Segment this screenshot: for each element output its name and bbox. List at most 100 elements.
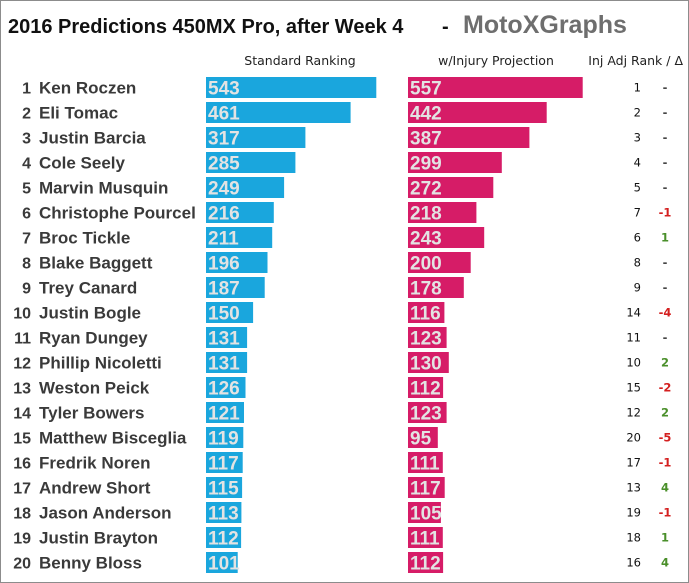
- rank-delta: -: [663, 281, 668, 295]
- rank-number: 8: [22, 256, 31, 273]
- rider-name: Matthew Bisceglia: [39, 429, 187, 448]
- rider-name: Trey Canard: [39, 279, 137, 298]
- injury-projection-value: 442: [410, 104, 442, 125]
- rank-number: 16: [13, 456, 31, 473]
- inj-adj-rank: 18: [626, 531, 641, 545]
- injury-projection-value: 112: [410, 379, 441, 400]
- rider-name: Blake Baggett: [39, 254, 153, 273]
- injury-projection-bar: [408, 402, 447, 423]
- standard-ranking-bar: [206, 277, 265, 298]
- rank-delta: 2: [661, 356, 669, 370]
- injury-projection-value: 557: [410, 79, 442, 100]
- title-separator: -: [442, 16, 449, 38]
- inj-adj-rank: 11: [626, 331, 641, 345]
- rider-name: Benny Bloss: [39, 554, 142, 573]
- rank-delta: 2: [661, 406, 669, 420]
- rank-delta: -: [663, 106, 668, 120]
- rank-number: 10: [13, 306, 31, 323]
- rank-number: 7: [22, 231, 31, 248]
- injury-projection-value: 387: [410, 129, 442, 150]
- standard-ranking-bar: [206, 552, 238, 573]
- rank-delta: 1: [661, 531, 669, 545]
- rider-name: Jason Anderson: [39, 504, 172, 523]
- injury-projection-value: 272: [410, 179, 442, 200]
- injury-projection-value: 117: [410, 479, 441, 500]
- injury-projection-value: 200: [410, 254, 442, 275]
- standard-ranking-value: 285: [208, 154, 240, 175]
- standard-ranking-value: 187: [208, 279, 240, 300]
- rank-delta: -: [663, 181, 668, 195]
- rank-number: 3: [22, 131, 31, 148]
- injury-projection-bar: [408, 427, 438, 448]
- injury-projection-bar: [408, 252, 471, 273]
- rider-name: Justin Bogle: [39, 304, 141, 323]
- standard-ranking-value: 131: [208, 354, 240, 375]
- standard-ranking-value: 101: [208, 554, 240, 575]
- injury-projection-bar: [408, 227, 485, 248]
- rider-name: Eli Tomac: [39, 104, 118, 123]
- rider-name: Marvin Musquin: [39, 179, 168, 198]
- standard-ranking-value: 216: [208, 204, 240, 225]
- inj-adj-rank: 1: [634, 81, 641, 95]
- standard-ranking-bar: [206, 77, 377, 98]
- standard-ranking-value: 211: [208, 229, 239, 250]
- standard-ranking-value: 249: [208, 179, 240, 200]
- injury-projection-value: 95: [410, 429, 432, 450]
- injury-projection-bar: [408, 202, 477, 223]
- chart-rows: 1 Ken Roczen 543 557 1 -2 Eli Tomac 461 442 2 -3 Ju…: [13, 77, 671, 575]
- standard-ranking-value: 150: [208, 304, 240, 325]
- column-header-inj-adj-rank: Inj Adj Rank / Δ: [588, 53, 683, 68]
- inj-adj-rank: 12: [626, 406, 641, 420]
- standard-ranking-value: 121: [208, 404, 240, 425]
- standard-ranking-bar: [206, 502, 242, 523]
- standard-ranking-value: 196: [208, 254, 240, 275]
- standard-ranking-value: 115: [208, 479, 239, 500]
- rank-number: 2: [22, 106, 31, 123]
- rank-delta: -1: [659, 456, 672, 470]
- rank-delta: -: [663, 131, 668, 145]
- rank-number: 9: [22, 281, 31, 298]
- injury-projection-value: 112: [410, 554, 441, 575]
- rank-delta: 4: [661, 556, 669, 570]
- injury-projection-bar: [408, 127, 530, 148]
- standard-ranking-value: 113: [208, 504, 239, 525]
- injury-projection-value: 218: [410, 204, 442, 225]
- rank-delta: -: [663, 331, 668, 345]
- rank-number: 11: [14, 331, 31, 348]
- injury-projection-bar: [408, 477, 445, 498]
- rank-number: 17: [13, 481, 31, 498]
- rider-name: Tyler Bowers: [39, 404, 145, 423]
- rank-delta: -1: [659, 206, 672, 220]
- standard-ranking-value: 112: [208, 529, 239, 550]
- injury-projection-bar: [408, 177, 494, 198]
- column-header-injury: w/Injury Projection: [438, 53, 554, 68]
- inj-adj-rank: 6: [634, 231, 641, 245]
- injury-projection-value: 116: [410, 304, 441, 325]
- injury-projection-bar: [408, 152, 502, 173]
- injury-projection-value: 123: [410, 329, 442, 350]
- injury-projection-bar: [408, 502, 441, 523]
- injury-projection-value: 299: [410, 154, 442, 175]
- standard-ranking-bar: [206, 527, 242, 548]
- inj-adj-rank: 16: [626, 556, 641, 570]
- standard-ranking-value: 461: [208, 104, 240, 125]
- column-header-standard: Standard Ranking: [244, 53, 355, 68]
- standard-ranking-value: 117: [208, 454, 239, 475]
- rank-number: 1: [22, 81, 31, 98]
- standard-ranking-bar: [206, 452, 243, 473]
- standard-ranking-bar: [206, 152, 296, 173]
- standard-ranking-bar: [206, 227, 273, 248]
- standard-ranking-value: 317: [208, 129, 240, 150]
- injury-projection-value: 123: [410, 404, 442, 425]
- injury-projection-value: 105: [410, 504, 442, 525]
- injury-projection-bar: [408, 77, 583, 98]
- inj-adj-rank: 20: [626, 431, 641, 445]
- standard-ranking-bar: [206, 327, 248, 348]
- rank-delta: -4: [659, 306, 672, 320]
- inj-adj-rank: 14: [626, 306, 641, 320]
- standard-ranking-bar: [206, 427, 244, 448]
- standard-ranking-bar: [206, 127, 306, 148]
- standard-ranking-value: 543: [208, 79, 240, 100]
- standard-ranking-bar: [206, 102, 351, 123]
- rank-delta: 1: [661, 231, 669, 245]
